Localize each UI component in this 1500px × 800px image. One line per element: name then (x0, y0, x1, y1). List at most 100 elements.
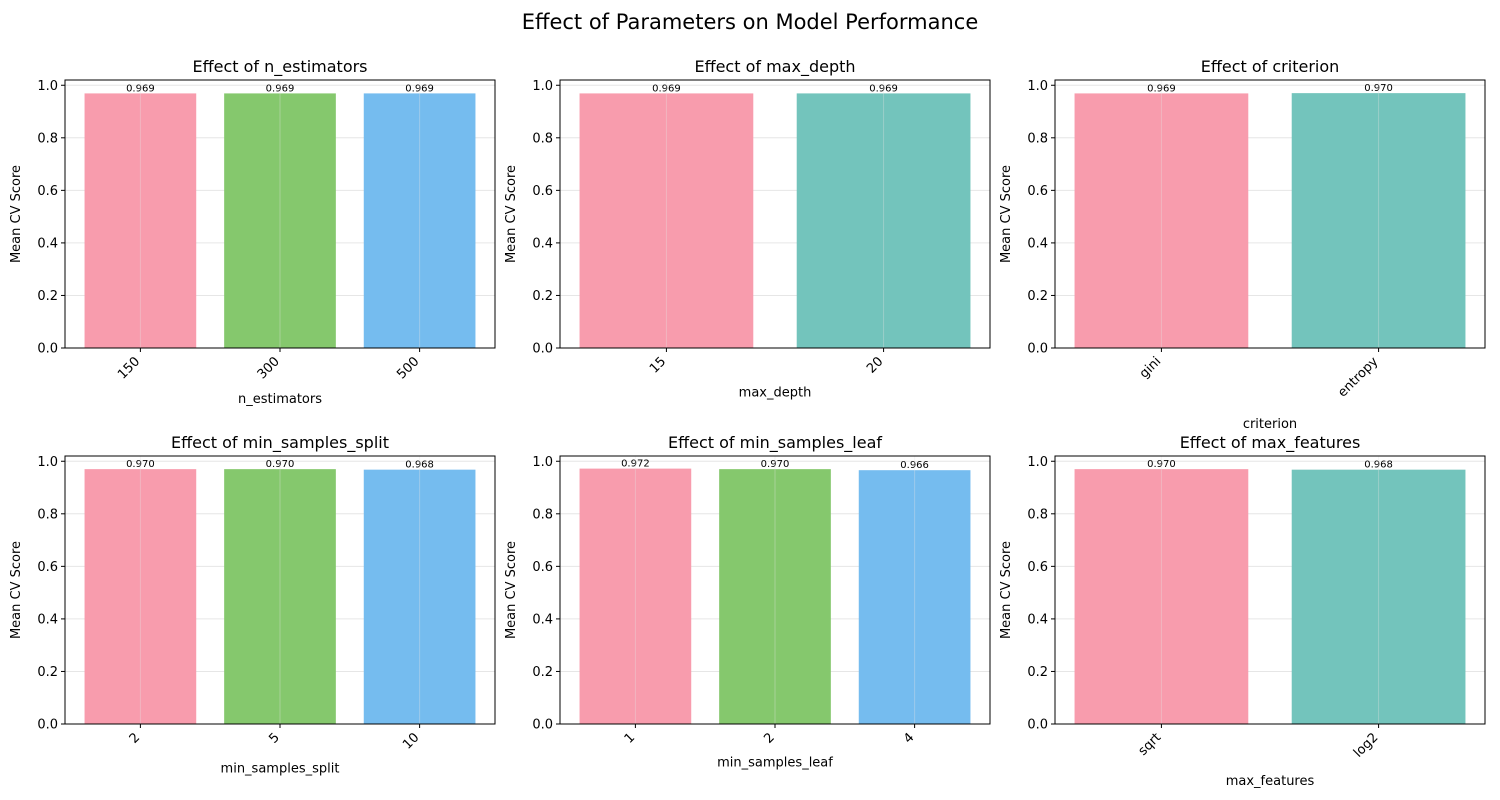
y-tick-label: 0.4 (532, 236, 553, 251)
subplot-title: Effect of criterion (1201, 57, 1340, 76)
y-tick-label: 0.8 (37, 507, 58, 522)
y-tick-label: 0.2 (37, 289, 58, 304)
bar-value-label: 0.970 (1147, 459, 1176, 470)
x-tick-label: 10 (400, 730, 422, 752)
axes-frame (559, 455, 991, 725)
x-axis-label: max_features (1226, 774, 1315, 789)
y-tick-label: 0.0 (1027, 342, 1048, 357)
y-tick-label: 0.4 (1027, 612, 1048, 627)
y-tick-label: 0.0 (37, 718, 58, 733)
y-tick-label: 0.2 (1027, 665, 1048, 680)
y-tick-label: 0.8 (1027, 131, 1048, 146)
y-tick-label: 0.0 (532, 342, 553, 357)
y-tick-label: 0.4 (37, 236, 58, 251)
bar-150 (84, 93, 197, 349)
bar-value-label: 0.969 (869, 83, 898, 94)
y-tick-label: 0.2 (532, 289, 553, 304)
y-tick-label: 1.0 (37, 79, 58, 94)
bar-2 (84, 469, 197, 724)
y-axis-label: Mean CV Score (9, 165, 24, 263)
subplot-title: Effect of n_estimators (192, 57, 367, 77)
y-tick-label: 0.4 (532, 612, 553, 627)
y-tick-label: 0.4 (1027, 236, 1048, 251)
bar-value-label: 0.972 (621, 459, 650, 470)
y-tick-label: 0.6 (37, 560, 58, 575)
y-tick-label: 0.8 (532, 131, 553, 146)
subplot-title: Effect of max_features (1180, 433, 1361, 453)
y-axis-label: Mean CV Score (999, 165, 1014, 263)
bar-5 (224, 469, 336, 724)
x-tick-label: 20 (864, 354, 886, 376)
axes-frame (559, 79, 991, 349)
y-tick-label: 0.6 (532, 184, 553, 199)
bar-20 (796, 93, 971, 349)
bar-2 (719, 469, 831, 724)
bar-value-label: 0.968 (405, 460, 434, 471)
bar-value-label: 0.970 (761, 459, 790, 470)
y-tick-label: 1.0 (1027, 79, 1048, 94)
x-tick-label: 2 (761, 730, 777, 746)
y-tick-label: 0.0 (1027, 718, 1048, 733)
bar-value-label: 0.966 (900, 460, 929, 471)
bar-value-label: 0.969 (126, 83, 155, 94)
subplot-5: 0.0 0.2 0.4 0.6 0.8 1.0 0.972 0.970 0.966 1 2 4 Effe… (504, 433, 991, 770)
bar-15 (579, 93, 754, 349)
x-tick-label: gini (1137, 354, 1164, 381)
x-tick-label: log2 (1351, 730, 1381, 760)
x-tick-label: 2 (127, 730, 143, 746)
y-tick-label: 1.0 (532, 455, 553, 470)
subplot-title: Effect of min_samples_split (171, 433, 389, 453)
bar-value-label: 0.969 (405, 83, 434, 94)
y-tick-label: 0.6 (1027, 184, 1048, 199)
bar-entropy (1291, 93, 1466, 348)
subplot-4: 0.0 0.2 0.4 0.6 0.8 1.0 0.970 0.970 0.968 2 5 10 Eff… (9, 433, 496, 777)
bar-value-label: 0.970 (1364, 83, 1393, 94)
x-tick-label: 150 (115, 354, 143, 382)
y-tick-label: 1.0 (1027, 455, 1048, 470)
x-axis-label: n_estimators (238, 392, 322, 407)
y-tick-label: 1.0 (532, 79, 553, 94)
y-axis-label: Mean CV Score (504, 541, 519, 639)
x-axis-label: criterion (1243, 417, 1297, 432)
bar-sqrt (1074, 469, 1249, 724)
bar-300 (224, 93, 336, 349)
x-axis-label: max_depth (739, 386, 812, 401)
bar-10 (363, 469, 476, 724)
y-axis-label: Mean CV Score (504, 165, 519, 263)
bar-4 (858, 470, 971, 724)
subplot-title: Effect of max_depth (694, 57, 855, 77)
y-tick-label: 0.8 (37, 131, 58, 146)
x-tick-label: 300 (255, 354, 283, 382)
x-tick-label: 5 (266, 730, 282, 746)
subplot-3: 0.0 0.2 0.4 0.6 0.8 1.0 0.969 0.970 gini entropy E… (999, 57, 1486, 432)
y-tick-label: 0.6 (532, 560, 553, 575)
bar-log2 (1291, 469, 1466, 724)
subplot-1: 0.0 0.2 0.4 0.6 0.8 1.0 0.969 0.969 0.969 150 300 5… (9, 57, 496, 407)
bar-value-label: 0.969 (652, 83, 681, 94)
axes-frame (64, 455, 496, 725)
y-tick-label: 0.8 (532, 507, 553, 522)
bar-gini (1074, 93, 1249, 349)
bar-1 (579, 468, 692, 724)
bar-value-label: 0.970 (126, 459, 155, 470)
x-tick-label: entropy (1335, 354, 1381, 400)
x-tick-label: 15 (647, 354, 669, 376)
bar-value-label: 0.969 (266, 83, 295, 94)
figure-title: Effect of Parameters on Model Performanc… (521, 10, 979, 34)
y-tick-label: 0.2 (532, 665, 553, 680)
x-tick-label: 500 (394, 354, 422, 382)
subplot-6: 0.0 0.2 0.4 0.6 0.8 1.0 0.970 0.968 sqrt log2 Effe… (999, 433, 1486, 789)
bar-500 (363, 93, 476, 349)
y-tick-label: 0.2 (1027, 289, 1048, 304)
bar-value-label: 0.970 (266, 459, 295, 470)
y-tick-label: 0.8 (1027, 507, 1048, 522)
x-tick-label: 1 (622, 730, 638, 746)
bar-value-label: 0.969 (1147, 83, 1176, 94)
axes-frame (1054, 455, 1486, 725)
y-tick-label: 0.0 (532, 718, 553, 733)
subplot-title: Effect of min_samples_leaf (668, 433, 882, 453)
axes-frame (1054, 79, 1486, 349)
y-tick-label: 0.6 (37, 184, 58, 199)
bar-value-label: 0.968 (1364, 460, 1393, 471)
y-tick-label: 0.4 (37, 612, 58, 627)
